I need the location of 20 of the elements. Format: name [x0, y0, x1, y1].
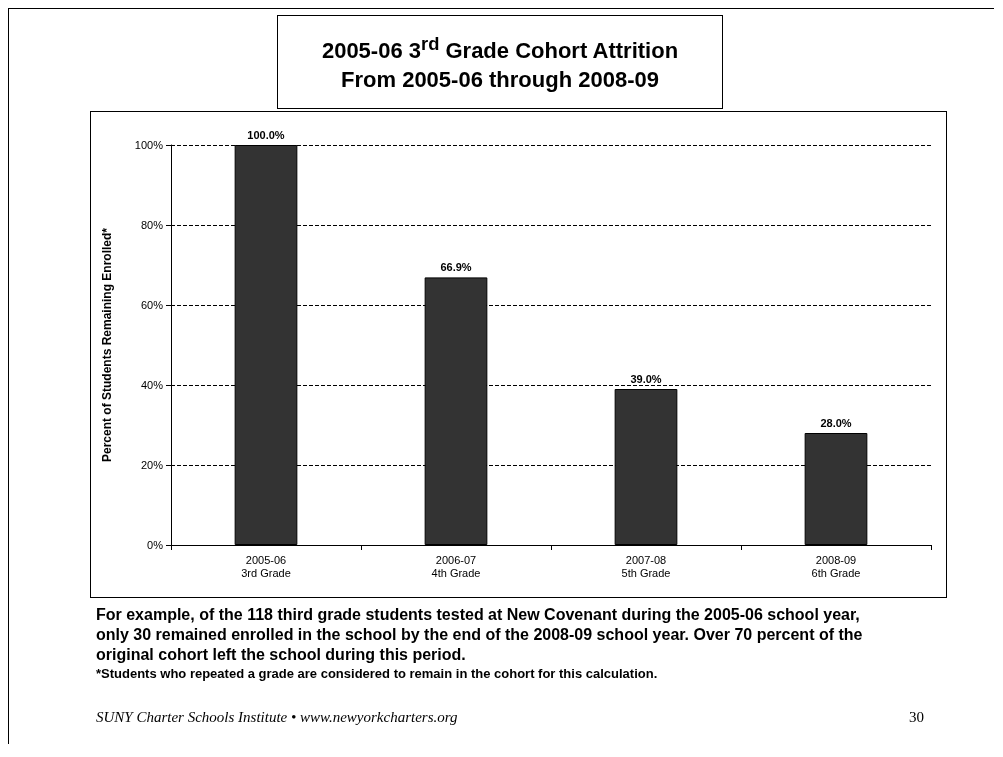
x-tick-label: 2005-06 3rd Grade	[241, 553, 291, 579]
y-tick-label: 80%	[140, 219, 164, 231]
y-axis-title: Percent of Students Remaining Enrolled*	[100, 227, 114, 463]
data-label: 100.0%	[247, 128, 285, 141]
text: SUNY Charter Schools Institute • www.newyorkcharters.org	[96, 709, 458, 726]
x-tick-label: 2008-09 6th Grade	[811, 553, 861, 579]
y-tick-label: 0%	[147, 539, 164, 551]
text: *Students who repeated a grade are considered to remain in the cohort for this calculation.	[96, 665, 659, 683]
y-tick-label: 20%	[140, 459, 164, 471]
y-tick-label: 40%	[140, 379, 164, 391]
data-label: 66.9%	[440, 260, 472, 273]
x-tick-label: 2006-07 4th Grade	[431, 553, 481, 579]
chart-title: 2005-06 3$^{rd}$ Grade Cohort Attrition From 2005-06 through 2008-09	[321, 32, 679, 94]
y-tick-label: 60%	[140, 299, 164, 311]
y-tick-label: 100%	[134, 139, 164, 151]
text: 30	[909, 709, 924, 726]
data-label: 39.0%	[630, 372, 662, 385]
x-tick-label: 2007-08 5th Grade	[621, 553, 671, 579]
data-label: 28.0%	[820, 416, 852, 429]
text: For example, of the 118 third grade students tested at New Covenant during the 2005-06 school year, only 30 remained enrolled in the school by the end of the 2008-09 school year. Over 70 percent of the original cohort left the school during this period.	[96, 605, 864, 665]
